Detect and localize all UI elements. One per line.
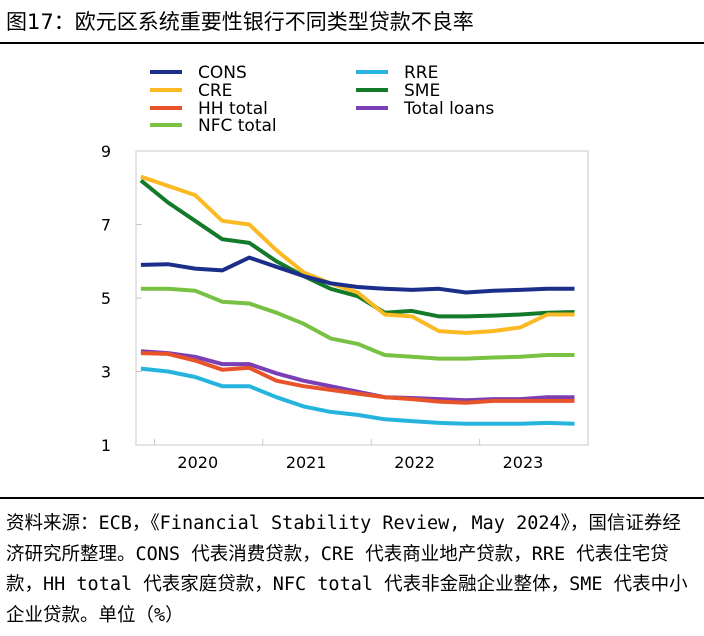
y-tick-label: 9: [101, 142, 111, 161]
y-tick-label: 3: [101, 363, 111, 382]
x-tick-label: 2022: [394, 453, 435, 472]
y-tick-label: 1: [101, 436, 111, 455]
legend-label: RRE: [404, 63, 438, 83]
legend-label: CRE: [198, 81, 232, 101]
legend-label: Total loans: [403, 99, 494, 119]
series-line-nfc-total: [140, 286, 575, 361]
legend-label: HH total: [198, 99, 268, 119]
line-chart: CONS RRE CRE SME HH total Total loans NFC tota…: [101, 63, 589, 472]
source-footnote: 资料来源：ECB，《Financial Stability Review, Ma…: [6, 513, 688, 626]
x-axis: 2020 2021 2022 2023: [153, 439, 544, 472]
figure-title: 图17：欧元区系统重要性银行不同类型贷款不良率: [6, 10, 474, 34]
x-tick-label: 2021: [286, 453, 327, 472]
series-lines: [139, 174, 575, 426]
chart-legend: CONS RRE CRE SME HH total Total loans NFC tota…: [150, 63, 494, 136]
series-line-cons: [140, 255, 575, 295]
legend-label: SME: [404, 81, 440, 101]
x-tick-label: 2023: [503, 453, 544, 472]
series-line-sme: [139, 178, 575, 319]
y-tick-label: 5: [101, 289, 111, 308]
legend-label: NFC total: [198, 116, 277, 136]
top-rule: [0, 42, 704, 44]
legend-label: CONS: [198, 63, 247, 83]
x-tick-label: 2020: [177, 453, 218, 472]
series-line-hh-total: [140, 351, 575, 405]
bottom-rule: [0, 497, 704, 499]
series-line-cre: [140, 174, 575, 335]
y-axis: 1 3 5 7 9: [101, 142, 142, 455]
y-tick-label: 7: [101, 216, 111, 235]
series-line-rre: [140, 366, 575, 426]
